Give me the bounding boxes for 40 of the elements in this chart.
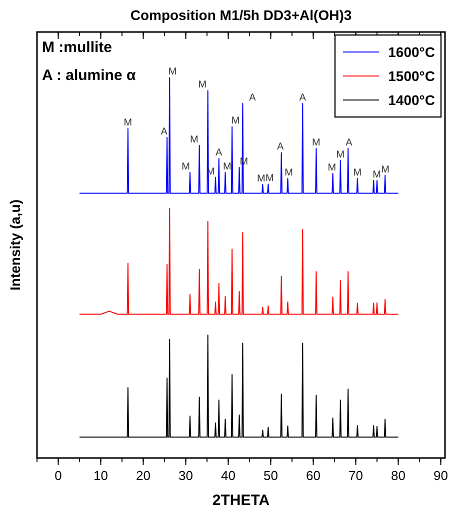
chart-title: Composition M1/5h DD3+Al(OH)3 [130, 7, 352, 23]
annotation: M [124, 118, 132, 129]
annotation: M [223, 161, 232, 172]
x-axis-title: 2THETA [212, 492, 270, 509]
x-tick-label: 60 [306, 468, 320, 483]
annotation: A [249, 92, 256, 104]
annotation: M [312, 137, 320, 148]
x-tick-label: 50 [264, 468, 278, 483]
annotation: M [190, 134, 198, 146]
legend-label: 1400°C [388, 92, 435, 108]
annotation: M [336, 150, 345, 161]
annotation: M [231, 116, 240, 127]
x-tick-label: 0 [54, 468, 62, 483]
annotation: A [346, 137, 353, 148]
x-tick-label: 90 [434, 468, 448, 483]
annotation: M [182, 161, 190, 172]
annotation: A : alumine α [42, 67, 136, 84]
annotation: M [381, 164, 390, 176]
annotation: A [216, 148, 223, 159]
annotation: A [276, 142, 284, 153]
annotation: M [353, 167, 362, 178]
annotation: M [372, 169, 381, 180]
x-tick-label: 40 [221, 468, 236, 483]
legend-label: 1600°C [388, 44, 435, 60]
annotation: M [168, 66, 177, 78]
annotation: M [198, 80, 207, 91]
x-tick-label: 10 [94, 468, 108, 483]
annotation: A [299, 92, 306, 104]
x-tick-label: 80 [391, 468, 406, 483]
x-tick-label: 30 [178, 468, 193, 483]
annotation: M [266, 173, 274, 184]
x-tick-label: 20 [136, 468, 150, 483]
annotation: A [160, 126, 168, 138]
annotation: M [257, 174, 266, 185]
annotation: M [328, 162, 336, 174]
annotation: M [284, 167, 293, 178]
y-axis-title: Intensity (a,u) [7, 199, 23, 291]
legend-label: 1500°C [388, 68, 435, 84]
x-tick-label: 70 [348, 468, 363, 483]
text: M :mullite [42, 39, 112, 56]
